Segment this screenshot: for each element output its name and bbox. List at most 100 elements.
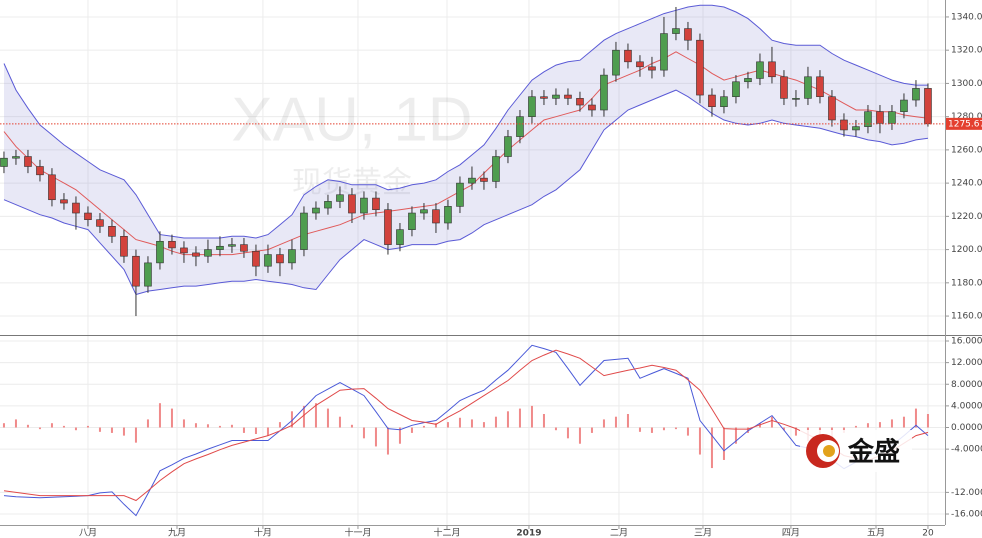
candle-body	[252, 250, 260, 267]
y-tick-label: 1220.0	[951, 212, 982, 222]
histogram-bar	[254, 427, 257, 435]
candle-body	[108, 226, 116, 237]
candle-body	[804, 76, 812, 99]
candle-body	[768, 61, 776, 78]
logo-icon	[823, 445, 835, 457]
candle-body	[300, 212, 308, 250]
histogram-bar	[38, 427, 41, 430]
candle-body	[612, 49, 620, 76]
candle-body	[504, 136, 512, 157]
x-tick-label: 九月	[168, 528, 186, 538]
histogram-bar	[770, 416, 773, 428]
histogram-bar	[734, 427, 737, 444]
histogram-bar	[422, 425, 425, 428]
x-tick-label: 四月	[782, 528, 800, 538]
y-tick-label: -12.0000	[951, 488, 982, 498]
histogram-bar	[530, 405, 533, 428]
histogram-bar	[914, 408, 917, 428]
histogram-bar	[482, 422, 485, 428]
histogram-bar	[518, 408, 521, 428]
y-tick-label: 1280.0	[951, 112, 982, 122]
histogram-bar	[578, 427, 581, 444]
candle-body	[264, 254, 272, 267]
y-tick-label: 1180.0	[951, 278, 982, 288]
candle-body	[480, 177, 488, 182]
histogram-bar	[398, 427, 401, 444]
histogram-bar	[638, 427, 641, 432]
candle-body	[324, 201, 332, 209]
candle-body	[720, 96, 728, 107]
histogram-bar	[314, 403, 317, 428]
histogram-bar	[206, 424, 209, 428]
histogram-bar	[290, 411, 293, 428]
histogram-bar	[626, 413, 629, 428]
y-tick-label: 1260.0	[951, 145, 982, 155]
candle-body	[888, 111, 896, 124]
candle-body	[360, 197, 368, 214]
last-price-box	[946, 117, 982, 130]
histogram-bar	[170, 408, 173, 428]
candle-body	[228, 244, 236, 247]
candle-body	[180, 247, 188, 254]
candle-body	[756, 61, 764, 79]
last-price-label: 1275.67	[948, 119, 982, 129]
logo: 金盛	[800, 430, 912, 472]
candle-body	[384, 209, 392, 245]
candle-body	[0, 157, 8, 167]
x-tick-label: 十一月	[344, 527, 371, 538]
candle-body	[492, 156, 500, 182]
band-upper	[3, 4, 928, 239]
candle-body	[852, 126, 860, 131]
candle-body	[924, 88, 932, 125]
candle-body	[684, 28, 692, 41]
y-tick-label: 1240.0	[951, 179, 982, 189]
candle-body	[204, 249, 212, 257]
candle-body	[600, 74, 608, 111]
candle-body	[216, 245, 224, 250]
histogram-bar	[662, 427, 665, 431]
histogram-bar	[50, 423, 53, 428]
histogram-bar	[350, 424, 353, 428]
histogram-bar	[302, 405, 305, 428]
macd-line	[3, 344, 929, 517]
watermark-symbol: XAU, 1D	[231, 85, 472, 154]
candle-body	[84, 212, 92, 220]
histogram-bar	[494, 416, 497, 428]
histogram-bar	[566, 427, 569, 439]
x-tick-label: 八月	[79, 528, 97, 538]
y-tick-label: 4.0000	[951, 401, 982, 411]
histogram-bar	[122, 427, 125, 436]
histogram-bar	[26, 424, 29, 428]
y-tick-label: 0.0000	[951, 423, 982, 433]
candle-body	[12, 156, 20, 159]
histogram-bar	[602, 419, 605, 428]
y-tick-label: 1300.0	[951, 79, 982, 89]
candle-body	[876, 111, 884, 124]
histogram-bar	[506, 411, 509, 428]
candle-body	[516, 116, 524, 137]
histogram-bar	[782, 427, 785, 431]
candle-body	[132, 255, 140, 287]
histogram-bar	[146, 419, 149, 428]
candle-body	[312, 207, 320, 214]
histogram-bar	[266, 427, 269, 436]
x-tick-label: 十月	[254, 527, 272, 538]
candle-body	[708, 94, 716, 107]
histogram-bar	[674, 427, 677, 430]
candle-body	[444, 206, 452, 224]
histogram-bar	[746, 427, 749, 433]
candle-body	[72, 202, 80, 214]
candle-body	[336, 194, 344, 202]
histogram-bar	[710, 427, 713, 469]
y-tick-label: 8.0000	[951, 380, 982, 390]
candle-body	[696, 39, 704, 96]
candle-body	[456, 182, 464, 207]
y-tick-label: -4.0000	[951, 445, 982, 455]
candle-body	[660, 33, 668, 71]
histogram-bar	[230, 424, 233, 428]
histogram-bar	[242, 427, 245, 433]
candle-body	[276, 254, 284, 264]
candle-body	[408, 212, 416, 230]
histogram-bar	[326, 408, 329, 428]
candle-body	[348, 194, 356, 214]
